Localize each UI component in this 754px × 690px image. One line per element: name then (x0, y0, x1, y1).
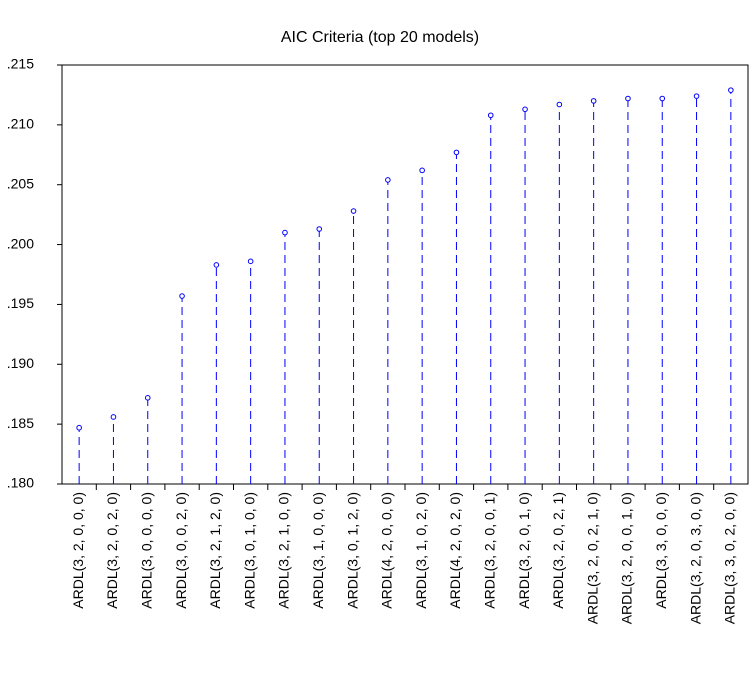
stem-marker (179, 293, 185, 299)
stem-marker (247, 258, 254, 265)
y-tick-label: .210 (7, 116, 34, 132)
x-tick-label: ARDL(3, 2, 1, 0, 0) (276, 492, 292, 609)
stem (385, 177, 391, 484)
x-tick-label: ARDL(3, 2, 0, 0, 1) (481, 492, 497, 609)
chart-title: AIC Criteria (top 20 models) (281, 29, 479, 46)
stem-marker (282, 229, 288, 236)
x-tick-label: ARDL(3, 0, 1, 2, 0) (344, 492, 360, 609)
y-tick-label: .190 (7, 355, 34, 371)
stem (693, 93, 700, 484)
y-tick-label: .205 (7, 175, 34, 191)
y-tick-label: .180 (7, 475, 34, 491)
x-tick-label: ARDL(3, 3, 0, 0, 0) (653, 492, 669, 609)
stem (247, 258, 254, 484)
stem-marker (419, 167, 425, 174)
x-tick-label: ARDL(3, 2, 0, 2, 0) (104, 492, 120, 609)
stem (179, 293, 185, 484)
y-tick-label: .185 (7, 415, 34, 431)
stem-marker (556, 101, 563, 108)
stem (522, 106, 528, 484)
x-tick-label: ARDL(3, 1, 0, 0, 0) (310, 492, 326, 609)
x-tick-label: ARDL(3, 0, 1, 0, 0) (241, 492, 257, 609)
x-tick-label: ARDL(4, 2, 0, 0, 0) (379, 492, 395, 609)
x-tick-label: ARDL(3, 0, 0, 0, 0) (138, 492, 154, 609)
x-tick-label: ARDL(3, 2, 0, 2, 1) (550, 492, 566, 609)
stem-marker (316, 226, 323, 232)
stem (556, 101, 563, 484)
x-tick-label: ARDL(3, 2, 0, 1, 0) (516, 492, 532, 609)
y-tick-label: .195 (7, 295, 34, 311)
y-tick-label: .215 (7, 56, 34, 72)
stem (316, 226, 323, 484)
stem (350, 208, 357, 484)
stem-marker (522, 106, 528, 113)
stem-marker (728, 87, 734, 93)
stem-marker (590, 98, 597, 104)
stem-marker (453, 149, 460, 156)
x-tick-label: ARDL(3, 0, 0, 2, 0) (173, 492, 189, 609)
stem (625, 95, 631, 484)
stem (110, 414, 117, 484)
x-tick-label: ARDL(3, 2, 0, 3, 0, 0) (687, 492, 703, 624)
x-tick-label: ARDL(3, 2, 0, 0, 0) (70, 492, 86, 609)
stem-marker (385, 177, 391, 183)
stem-marker (110, 414, 117, 420)
stem-marker (213, 262, 220, 268)
stem-marker (693, 93, 700, 99)
stem-marker (350, 208, 357, 214)
stem-marker (625, 95, 631, 102)
x-tick-label: ARDL(4, 2, 0, 2, 0) (447, 492, 463, 609)
stem-marker (659, 95, 666, 102)
stem (728, 87, 734, 484)
x-tick-label: ARDL(3, 3, 0, 2, 0, 0) (722, 492, 738, 624)
stem (419, 167, 425, 484)
stem-marker (487, 112, 494, 119)
stem-marker (144, 395, 151, 401)
stem-marker (76, 424, 82, 431)
x-tick-label: ARDL(3, 1, 0, 2, 0) (413, 492, 429, 609)
stem (487, 112, 494, 484)
stem (76, 424, 82, 484)
stem (659, 95, 666, 484)
stem (213, 262, 220, 484)
stem (453, 149, 460, 484)
x-tick-label: ARDL(3, 2, 1, 2, 0) (207, 492, 223, 609)
stem (282, 229, 288, 484)
stem (144, 395, 151, 484)
y-tick-label: .200 (7, 235, 34, 251)
x-tick-label: ARDL(3, 2, 0, 2, 1, 0) (584, 492, 600, 624)
x-tick-label: ARDL(3, 2, 0, 0, 1, 0) (619, 492, 635, 624)
stem (590, 98, 597, 484)
plot-frame (61, 64, 749, 485)
